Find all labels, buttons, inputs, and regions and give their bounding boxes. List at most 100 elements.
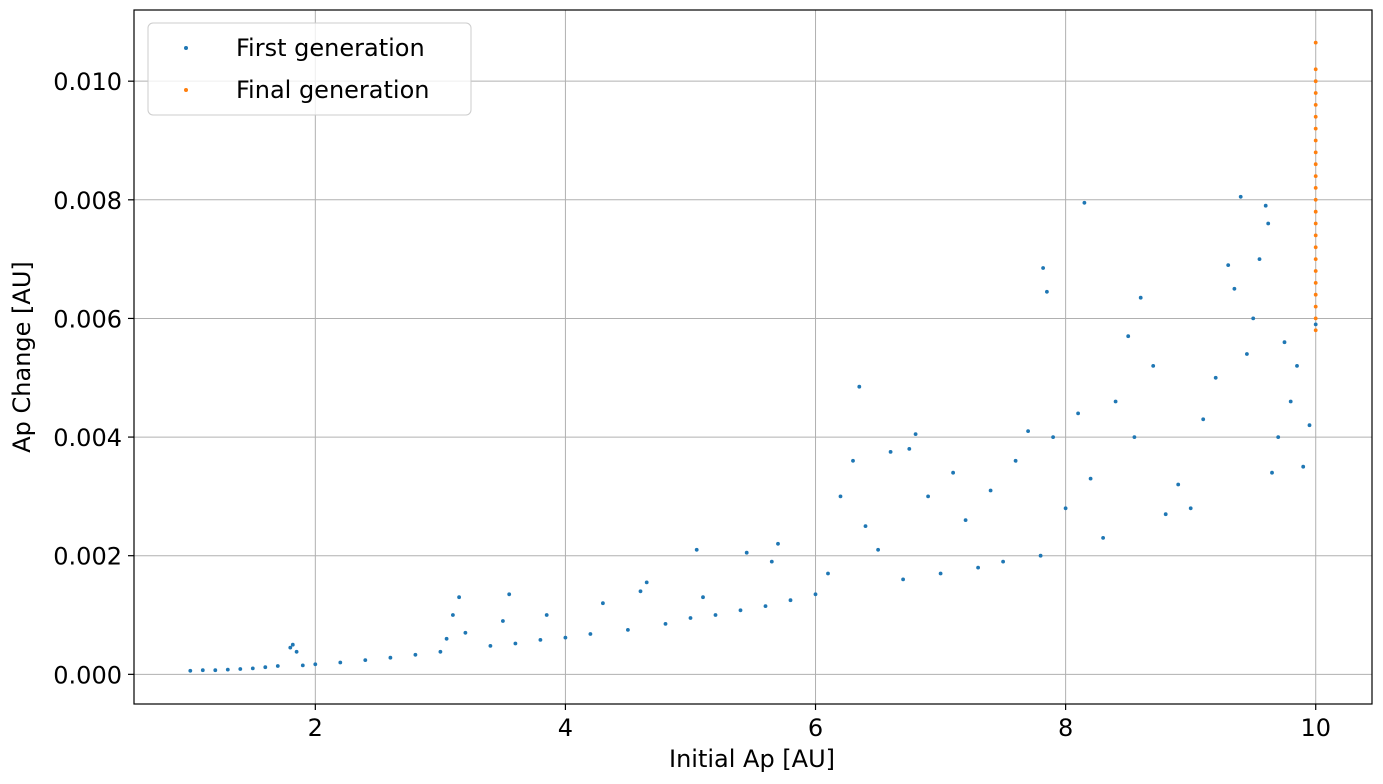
point-first-generation (1232, 286, 1237, 291)
point-final-generation (1313, 79, 1318, 84)
point-first-generation (769, 559, 774, 564)
x-tick-label: 6 (808, 714, 823, 742)
point-first-generation (713, 613, 718, 617)
point-final-generation (1313, 233, 1318, 238)
point-first-generation (288, 645, 293, 650)
point-first-generation (294, 649, 299, 654)
point-first-generation (638, 589, 643, 594)
point-first-generation (1063, 506, 1068, 511)
point-first-generation (1213, 375, 1218, 380)
legend-marker-first-generation (184, 46, 188, 50)
point-final-generation (1313, 257, 1318, 261)
point-first-generation (701, 595, 705, 600)
point-first-generation (388, 655, 393, 660)
point-first-generation (1276, 435, 1281, 439)
legend-label-first-generation: First generation (236, 34, 425, 62)
point-first-generation (538, 638, 543, 642)
point-final-generation (1313, 209, 1318, 214)
point-first-generation (238, 667, 243, 671)
point-first-generation (451, 613, 455, 617)
point-final-generation (1313, 67, 1318, 72)
point-first-generation (225, 667, 230, 672)
point-first-generation (1307, 423, 1312, 428)
point-first-generation (763, 604, 768, 608)
point-first-generation (463, 630, 468, 635)
point-final-generation (1313, 40, 1318, 45)
point-final-generation (1313, 138, 1318, 143)
point-first-generation (788, 598, 793, 603)
point-first-generation (1045, 289, 1049, 294)
point-first-generation (290, 642, 295, 647)
point-first-generation (876, 547, 880, 552)
ticks-layer: 2 4 6 8 10 0.000 0.002 0.004 0.006 0.008 0.010 (53, 68, 1331, 742)
point-final-generation (1313, 269, 1318, 273)
point-first-generation (838, 494, 843, 499)
point-first-generation (1251, 316, 1256, 321)
point-final-generation (1313, 221, 1318, 226)
x-axis-label: Initial Ap [AU] (669, 745, 835, 773)
point-first-generation (200, 668, 205, 673)
point-first-generation (1226, 263, 1231, 267)
point-final-generation (1313, 245, 1318, 250)
point-first-generation (744, 550, 749, 555)
point-first-generation (776, 541, 780, 546)
x-tick-label: 8 (1058, 714, 1073, 742)
y-tick-label: 0.004 (53, 424, 122, 452)
plot-frame (133, 9, 1373, 705)
point-first-generation (626, 628, 630, 632)
point-first-generation (1163, 512, 1168, 517)
point-final-generation (1313, 114, 1318, 119)
point-final-generation (1313, 304, 1318, 309)
point-first-generation (1266, 221, 1271, 226)
point-first-generation (263, 665, 268, 670)
point-first-generation (938, 571, 943, 576)
point-final-generation (1313, 328, 1318, 333)
point-first-generation (507, 592, 512, 597)
point-final-generation (1313, 150, 1318, 155)
point-first-generation (438, 649, 443, 654)
point-first-generation (1113, 399, 1118, 404)
point-first-generation (250, 666, 255, 671)
point-first-generation (1041, 266, 1045, 270)
x-tick-label: 10 (1300, 714, 1331, 742)
point-first-generation (857, 384, 862, 389)
point-first-generation (644, 580, 649, 585)
point-final-generation (1313, 292, 1318, 297)
point-final-generation (1313, 126, 1318, 131)
point-first-generation (738, 608, 743, 613)
point-first-generation (1082, 200, 1087, 205)
point-first-generation (1176, 482, 1181, 487)
y-axis-label: Ap Change [AU] (8, 261, 36, 453)
legend-box (147, 22, 472, 116)
point-first-generation (976, 565, 980, 570)
point-final-generation (1313, 174, 1318, 179)
point-first-generation (1101, 536, 1105, 540)
y-tick-label: 0.000 (53, 661, 122, 689)
point-first-generation (300, 663, 305, 668)
point-first-generation (1270, 470, 1274, 475)
point-first-generation (1026, 429, 1030, 433)
point-first-generation (413, 652, 418, 657)
point-first-generation (1257, 257, 1262, 261)
point-first-generation (501, 619, 505, 623)
point-first-generation (1238, 194, 1243, 199)
point-first-generation (1288, 399, 1293, 404)
point-first-generation (275, 664, 280, 668)
point-first-generation (1282, 340, 1287, 345)
point-first-generation (1245, 352, 1249, 356)
point-first-generation (963, 518, 968, 522)
point-first-generation (901, 577, 905, 582)
point-first-generation (213, 668, 218, 673)
point-first-generation (951, 470, 955, 475)
point-first-generation (1151, 364, 1156, 368)
point-first-generation (544, 613, 549, 617)
point-first-generation (1038, 553, 1043, 558)
point-first-generation (688, 616, 693, 620)
point-first-generation (988, 488, 993, 493)
point-final-generation (1313, 281, 1318, 285)
point-first-generation (863, 524, 868, 528)
point-first-generation (888, 450, 893, 454)
point-final-generation (1313, 162, 1318, 167)
point-final-generation (1313, 316, 1318, 321)
